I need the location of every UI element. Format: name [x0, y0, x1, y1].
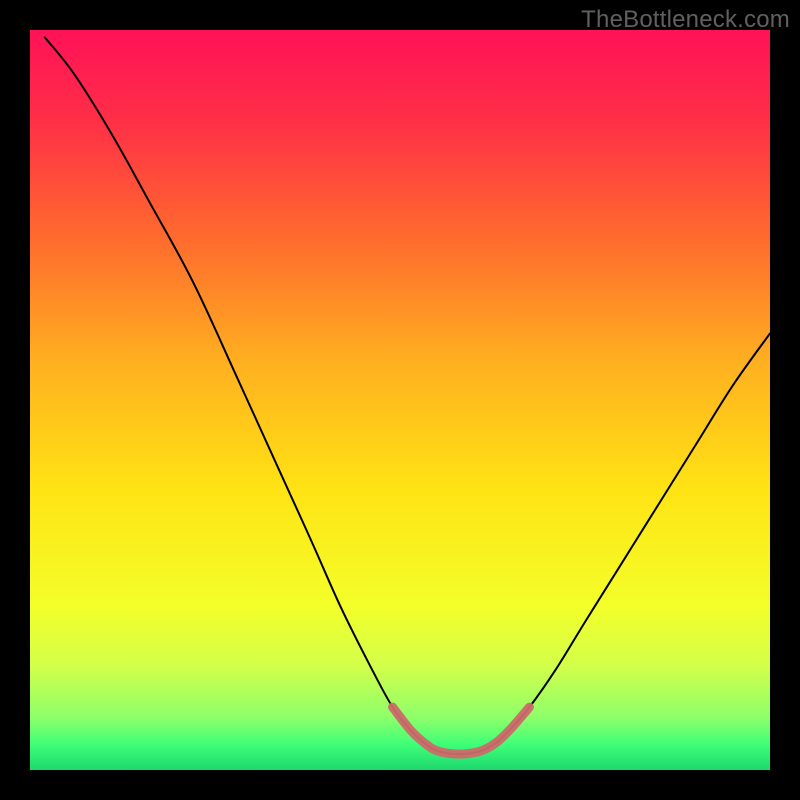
bottleneck-chart: TheBottleneck.com [0, 0, 800, 800]
watermark-text: TheBottleneck.com [581, 6, 790, 34]
chart-background [30, 30, 770, 770]
chart-svg [0, 0, 800, 800]
